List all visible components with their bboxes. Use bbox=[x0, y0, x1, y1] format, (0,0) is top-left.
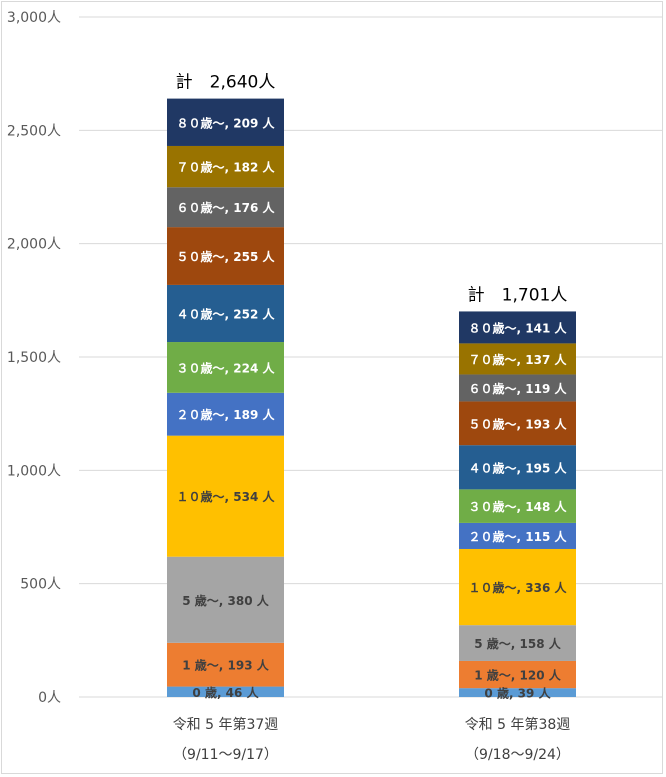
segment-label: ８０歳〜, 209 人 bbox=[177, 115, 276, 130]
bar-segment bbox=[167, 98, 284, 146]
segment-label: 0 歳, 46 人 bbox=[192, 685, 259, 700]
bar-segment bbox=[459, 660, 576, 689]
segment-label: 5 歳〜, 380 人 bbox=[182, 593, 269, 608]
category-label: 令和 5 年第38週 bbox=[465, 716, 571, 733]
segment-label: ３０歳〜, 224 人 bbox=[177, 360, 276, 375]
bar-segment bbox=[167, 556, 284, 643]
segment-labels: 0 歳, 46 人 1 歳〜, 193 人 5 歳〜, 380 人 １０歳〜, 534… bbox=[177, 115, 568, 700]
segment-label: ７０歳〜, 137 人 bbox=[469, 352, 568, 367]
x-axis-categories: 令和 5 年第37週 （9/11〜9/17） 令和 5 年第38週 （9/18〜9/2… bbox=[173, 716, 571, 763]
segment-label: 1 歳〜, 120 人 bbox=[474, 668, 561, 683]
bar-segment bbox=[459, 374, 576, 402]
bar-segment bbox=[459, 522, 576, 549]
total-label: 計 1,701人 bbox=[468, 285, 568, 305]
y-axis-ticks: 0人 500人 1,000人 1,500人 2,000人 2,500人 3,000人 bbox=[7, 10, 61, 706]
segment-label: ６０歳〜, 119 人 bbox=[469, 381, 568, 396]
bar-segment bbox=[167, 284, 284, 343]
category-date-range: （9/18〜9/24） bbox=[465, 747, 570, 763]
bars bbox=[167, 98, 576, 697]
segment-label: ２０歳〜, 115 人 bbox=[469, 529, 568, 544]
bar-segment bbox=[459, 548, 576, 626]
bar-segment bbox=[459, 401, 576, 446]
segment-label: ３０歳〜, 148 人 bbox=[469, 499, 568, 514]
bar-segment bbox=[167, 686, 284, 697]
y-tick-label: 0人 bbox=[38, 690, 61, 706]
segment-label: ４０歳〜, 195 人 bbox=[469, 460, 568, 475]
segment-label: ６０歳〜, 176 人 bbox=[177, 200, 276, 215]
bar-segment bbox=[459, 625, 576, 661]
segment-label: 0 歳, 39 人 bbox=[484, 686, 551, 701]
bar-segment bbox=[167, 342, 284, 393]
segment-label: 1 歳〜, 193 人 bbox=[182, 658, 269, 673]
category-label: 令和 5 年第37週 bbox=[173, 716, 279, 733]
segment-label: ７０歳〜, 182 人 bbox=[177, 160, 276, 175]
bar-segment bbox=[167, 145, 284, 188]
segment-label: １０歳〜, 336 人 bbox=[469, 580, 568, 595]
segment-label: ５０歳〜, 255 人 bbox=[177, 249, 276, 264]
bar-segment bbox=[167, 435, 284, 557]
y-tick-label: 2,000人 bbox=[7, 237, 61, 253]
bar-segment bbox=[167, 227, 284, 285]
y-tick-label: 1,000人 bbox=[7, 463, 61, 479]
segment-label: 5 歳〜, 158 人 bbox=[474, 636, 561, 651]
segment-label: １０歳〜, 534 人 bbox=[177, 489, 276, 504]
category-date-range: （9/11〜9/17） bbox=[173, 747, 278, 763]
bar-segment bbox=[459, 489, 576, 523]
y-tick-label: 2,500人 bbox=[7, 123, 61, 139]
bar-segment bbox=[167, 392, 284, 436]
bar-segment bbox=[167, 187, 284, 228]
segment-label: ５０歳〜, 193 人 bbox=[469, 416, 568, 431]
y-tick-label: 1,500人 bbox=[7, 350, 61, 366]
segment-label: ４０歳〜, 252 人 bbox=[177, 306, 276, 321]
segment-label: ２０歳〜, 189 人 bbox=[177, 407, 276, 422]
y-tick-label: 500人 bbox=[20, 577, 61, 593]
segment-label: ８０歳〜, 141 人 bbox=[469, 320, 568, 335]
y-tick-label: 3,000人 bbox=[7, 10, 61, 26]
bar-segment bbox=[459, 311, 576, 344]
bar-segment bbox=[459, 343, 576, 375]
total-label: 計 2,640人 bbox=[176, 73, 276, 93]
bar-segment bbox=[459, 445, 576, 490]
bar-segment bbox=[167, 642, 284, 687]
bar-segment bbox=[459, 688, 576, 697]
